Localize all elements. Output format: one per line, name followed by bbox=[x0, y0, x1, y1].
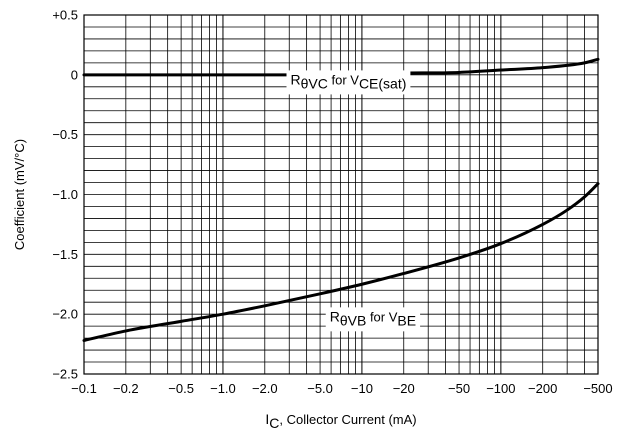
y-tick-label: +0.5 bbox=[52, 8, 78, 23]
y-tick-label: −1.5 bbox=[52, 247, 78, 262]
series-labels: RθVC for VCE(sat) RθVB for VBE bbox=[286, 70, 421, 332]
plot-frame bbox=[83, 14, 599, 375]
y-tick-label: −0.5 bbox=[52, 127, 78, 142]
x-tick-label: −20 bbox=[393, 381, 415, 396]
curves bbox=[82, 57, 600, 342]
y-axis-label: Coefficient (mV/°C) bbox=[12, 139, 27, 250]
tick-labels: −0.1 −0.2 −0.5 −1.0 −2.0 −5.0 −10 −20 −50 −100 −20… bbox=[52, 8, 612, 397]
y-tick-label: −1.0 bbox=[52, 187, 78, 202]
x-tick-label: −0.5 bbox=[168, 381, 194, 396]
y-tick-label: 0 bbox=[71, 67, 78, 82]
x-axis-label: IC, Collector Current (mA) bbox=[265, 411, 416, 431]
series-line-1 bbox=[82, 182, 600, 342]
x-tick-label: −10 bbox=[351, 381, 373, 396]
x-tick-label: −1.0 bbox=[210, 381, 236, 396]
y-tick-label: −2.5 bbox=[52, 367, 78, 382]
x-tick-label: −50 bbox=[448, 381, 470, 396]
x-tick-label: −200 bbox=[528, 381, 557, 396]
y-tick-label: −2.0 bbox=[52, 307, 78, 322]
x-tick-label: −0.2 bbox=[113, 381, 139, 396]
x-tick-label: −2.0 bbox=[252, 381, 278, 396]
svg-text:RθVC for VCE(sat): RθVC for VCE(sat) bbox=[291, 71, 407, 91]
x-tick-label: −500 bbox=[583, 381, 612, 396]
x-tick-label: −100 bbox=[486, 381, 515, 396]
series-label-1: RθVB for VBE bbox=[325, 307, 421, 332]
svg-text:RθVB for VBE: RθVB for VBE bbox=[330, 308, 416, 328]
x-tick-label: −5.0 bbox=[307, 381, 333, 396]
series-label-0: RθVC for VCE(sat) bbox=[286, 70, 411, 95]
x-tick-label: −0.1 bbox=[71, 381, 97, 396]
